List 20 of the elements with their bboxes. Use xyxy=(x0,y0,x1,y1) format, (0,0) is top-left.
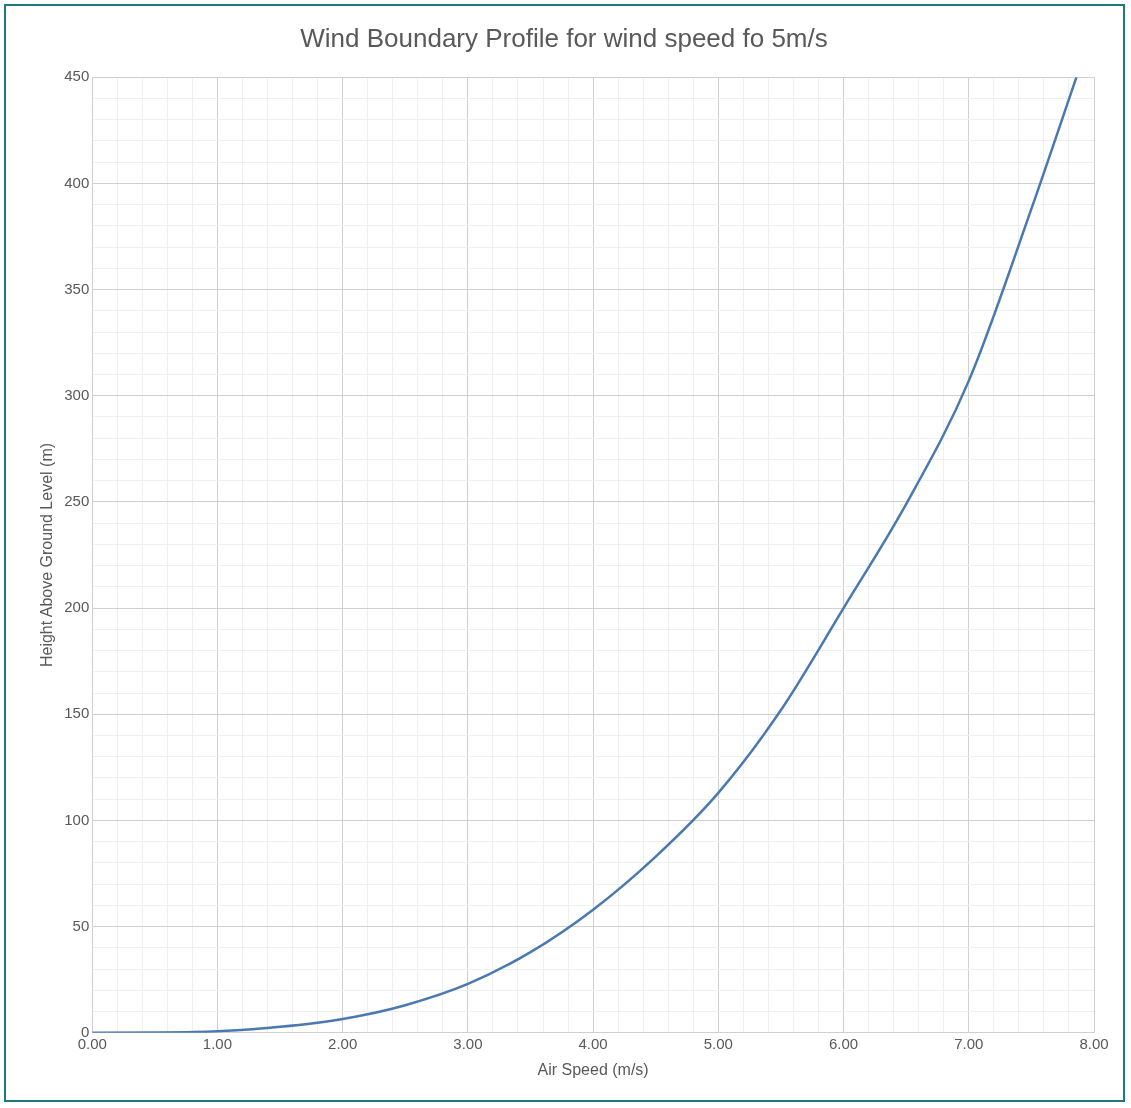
y-tick-label: 300 xyxy=(64,385,90,403)
y-tick-label: 350 xyxy=(64,279,90,297)
x-tick-label: 7.00 xyxy=(954,1034,984,1052)
chart-title: Wind Boundary Profile for wind speed fo 5m/s xyxy=(300,22,828,53)
y-tick-label: 450 xyxy=(64,67,90,85)
y-tick-label: 250 xyxy=(64,492,90,510)
y-tick-label: 150 xyxy=(64,704,90,722)
y-tick-label: 200 xyxy=(64,598,90,616)
x-tick-label: 2.00 xyxy=(328,1034,358,1052)
x-axis-title: Air Speed (m/s) xyxy=(537,1060,649,1078)
x-tick-label: 6.00 xyxy=(828,1034,859,1052)
x-tick-label: 4.00 xyxy=(578,1034,608,1052)
y-axis-title: Height Above Ground Level (m) xyxy=(38,442,56,668)
y-tick-label: 50 xyxy=(72,916,90,934)
y-tick-label: 400 xyxy=(64,173,90,191)
x-tick-label: 3.00 xyxy=(453,1034,483,1052)
x-tick-label: 1.00 xyxy=(202,1034,233,1052)
x-tick-label: 8.00 xyxy=(1079,1034,1109,1052)
x-tick-label: 5.00 xyxy=(703,1034,733,1052)
y-tick-label: 100 xyxy=(64,810,90,828)
